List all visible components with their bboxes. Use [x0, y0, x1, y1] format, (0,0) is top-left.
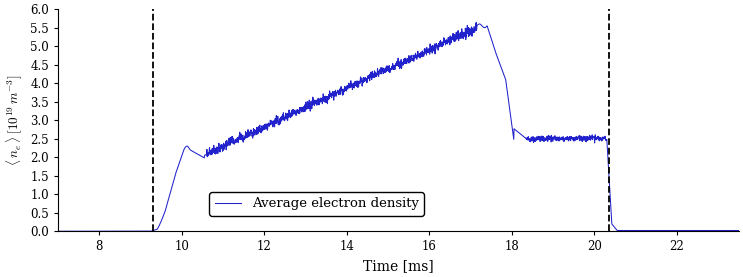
Average electron density: [486, 35, 495, 39]
Average electron density: [88, 230, 97, 233]
Average electron density: [300, 109, 309, 113]
Legend: Average electron density: Average electron density: [210, 192, 424, 216]
Line: Average electron density: Average electron density: [58, 22, 739, 231]
X-axis label: Time [ms]: Time [ms]: [363, 259, 434, 273]
Average electron density: [734, 229, 743, 232]
Average electron density: [472, 21, 481, 24]
Average electron density: [558, 138, 567, 141]
Y-axis label: $\langle\, n_e\, \rangle\; [10^{19}\, m^{-3}]$: $\langle\, n_e\, \rangle\; [10^{19}\, m^…: [4, 75, 25, 166]
Average electron density: [456, 36, 465, 40]
Average electron density: [53, 230, 62, 233]
Average electron density: [594, 137, 603, 140]
